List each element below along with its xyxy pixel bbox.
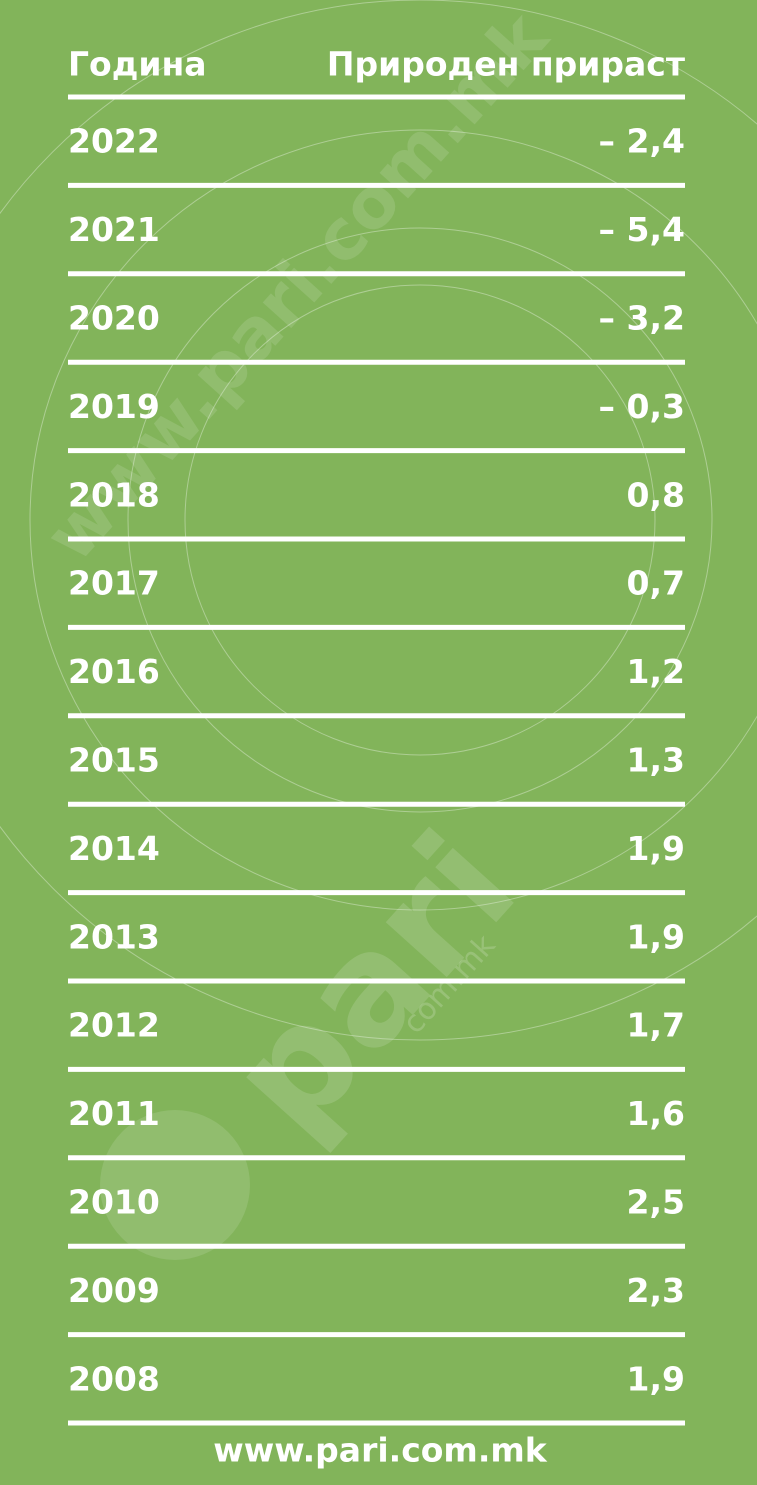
value-cell: – 2,4 xyxy=(599,122,685,161)
value-cell: 1,3 xyxy=(627,741,685,780)
header-year: Година xyxy=(68,45,207,84)
decor-circle xyxy=(127,227,713,813)
decor-circle xyxy=(29,129,757,911)
value-cell: 1,9 xyxy=(627,917,685,956)
value-cell: 1,2 xyxy=(627,652,685,691)
value-cell: 1,9 xyxy=(627,829,685,868)
value-cell: 1,6 xyxy=(627,1094,685,1133)
value-cell: 2,3 xyxy=(627,1271,685,1310)
year-cell: 2018 xyxy=(68,475,160,514)
year-cell: 2011 xyxy=(68,1094,160,1133)
year-cell: 2012 xyxy=(68,1006,160,1045)
decor-circle xyxy=(184,284,656,756)
value-cell: – 3,2 xyxy=(599,299,685,338)
year-cell: 2009 xyxy=(68,1271,160,1310)
year-cell: 2008 xyxy=(68,1359,160,1398)
year-cell: 2017 xyxy=(68,564,160,603)
year-cell: 2013 xyxy=(68,917,160,956)
value-cell: 1,9 xyxy=(627,1359,685,1398)
value-cell: 2,5 xyxy=(627,1183,685,1222)
year-cell: 2022 xyxy=(68,122,160,161)
value-cell: 0,7 xyxy=(627,564,685,603)
year-cell: 2021 xyxy=(68,210,160,249)
year-cell: 2010 xyxy=(68,1183,160,1222)
decor-circle xyxy=(0,0,757,1041)
value-cell: 1,7 xyxy=(627,1006,685,1045)
value-cell: – 0,3 xyxy=(599,387,685,426)
watermark-icon xyxy=(100,1110,250,1260)
year-cell: 2016 xyxy=(68,652,160,691)
year-cell: 2020 xyxy=(68,299,160,338)
footer: www.pari.com.mk xyxy=(213,1431,547,1470)
value-cell: – 5,4 xyxy=(599,210,685,249)
year-cell: 2015 xyxy=(68,741,160,780)
year-cell: 2014 xyxy=(68,829,160,868)
value-cell: 0,8 xyxy=(627,475,685,514)
year-cell: 2019 xyxy=(68,387,160,426)
header-value: Природен прираст xyxy=(327,45,685,84)
